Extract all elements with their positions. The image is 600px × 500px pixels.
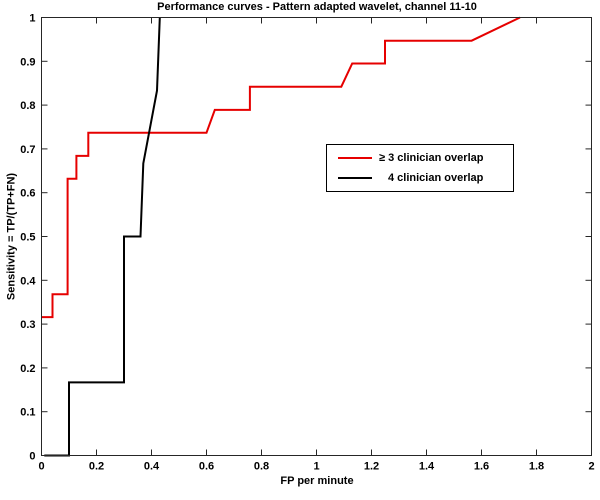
legend-row-red-series: ≥ 3 clinician overlap (338, 152, 513, 164)
legend-label-red-series: ≥ 3 clinician overlap (379, 152, 484, 165)
x-tick-label: 1 (313, 461, 319, 473)
black-series-line-sample (338, 176, 372, 179)
y-tick-label: 0.9 (20, 56, 35, 68)
x-tick-label: 0 (38, 461, 44, 473)
x-tick-label: 1.8 (529, 461, 544, 473)
x-tick-label: 1.4 (419, 461, 435, 473)
chart-title: Performance curves - Pattern adapted wav… (157, 1, 477, 13)
y-tick-label: 0.1 (20, 407, 35, 419)
y-tick-label: 1 (29, 13, 35, 25)
legend-box: ≥ 3 clinician overlap 4 clinician overla… (326, 144, 514, 192)
x-axis-label: FP per minute (280, 475, 354, 487)
legend-row-black-series: 4 clinician overlap (338, 172, 513, 184)
x-tick-label: 0.8 (254, 461, 269, 473)
y-tick-label: 0.4 (20, 275, 36, 287)
x-tick-label: 0.4 (144, 461, 160, 473)
y-tick-label: 0.3 (20, 319, 35, 331)
y-tick-label: 0.5 (20, 232, 35, 244)
legend-label-black-series: 4 clinician overlap (388, 171, 484, 184)
x-tick-label: 0.6 (199, 461, 214, 473)
x-tick-label: 2 (588, 461, 594, 473)
series-curve-0 (41, 16, 521, 319)
x-tick-label: 0.2 (89, 461, 104, 473)
x-tick-label: 1.6 (474, 461, 489, 473)
y-tick-label: 0 (29, 451, 35, 463)
y-tick-label: 0.2 (20, 363, 35, 375)
y-tick-label: 0.7 (20, 144, 35, 156)
series-curve-1 (44, 17, 161, 457)
y-tick-label: 0.6 (20, 188, 35, 200)
y-tick-label: 0.8 (20, 100, 35, 112)
red-series-line-sample (338, 157, 372, 160)
x-tick-label: 1.2 (364, 461, 379, 473)
y-axis-label: Sensitivity = TP/(TP+FN) (5, 172, 18, 301)
